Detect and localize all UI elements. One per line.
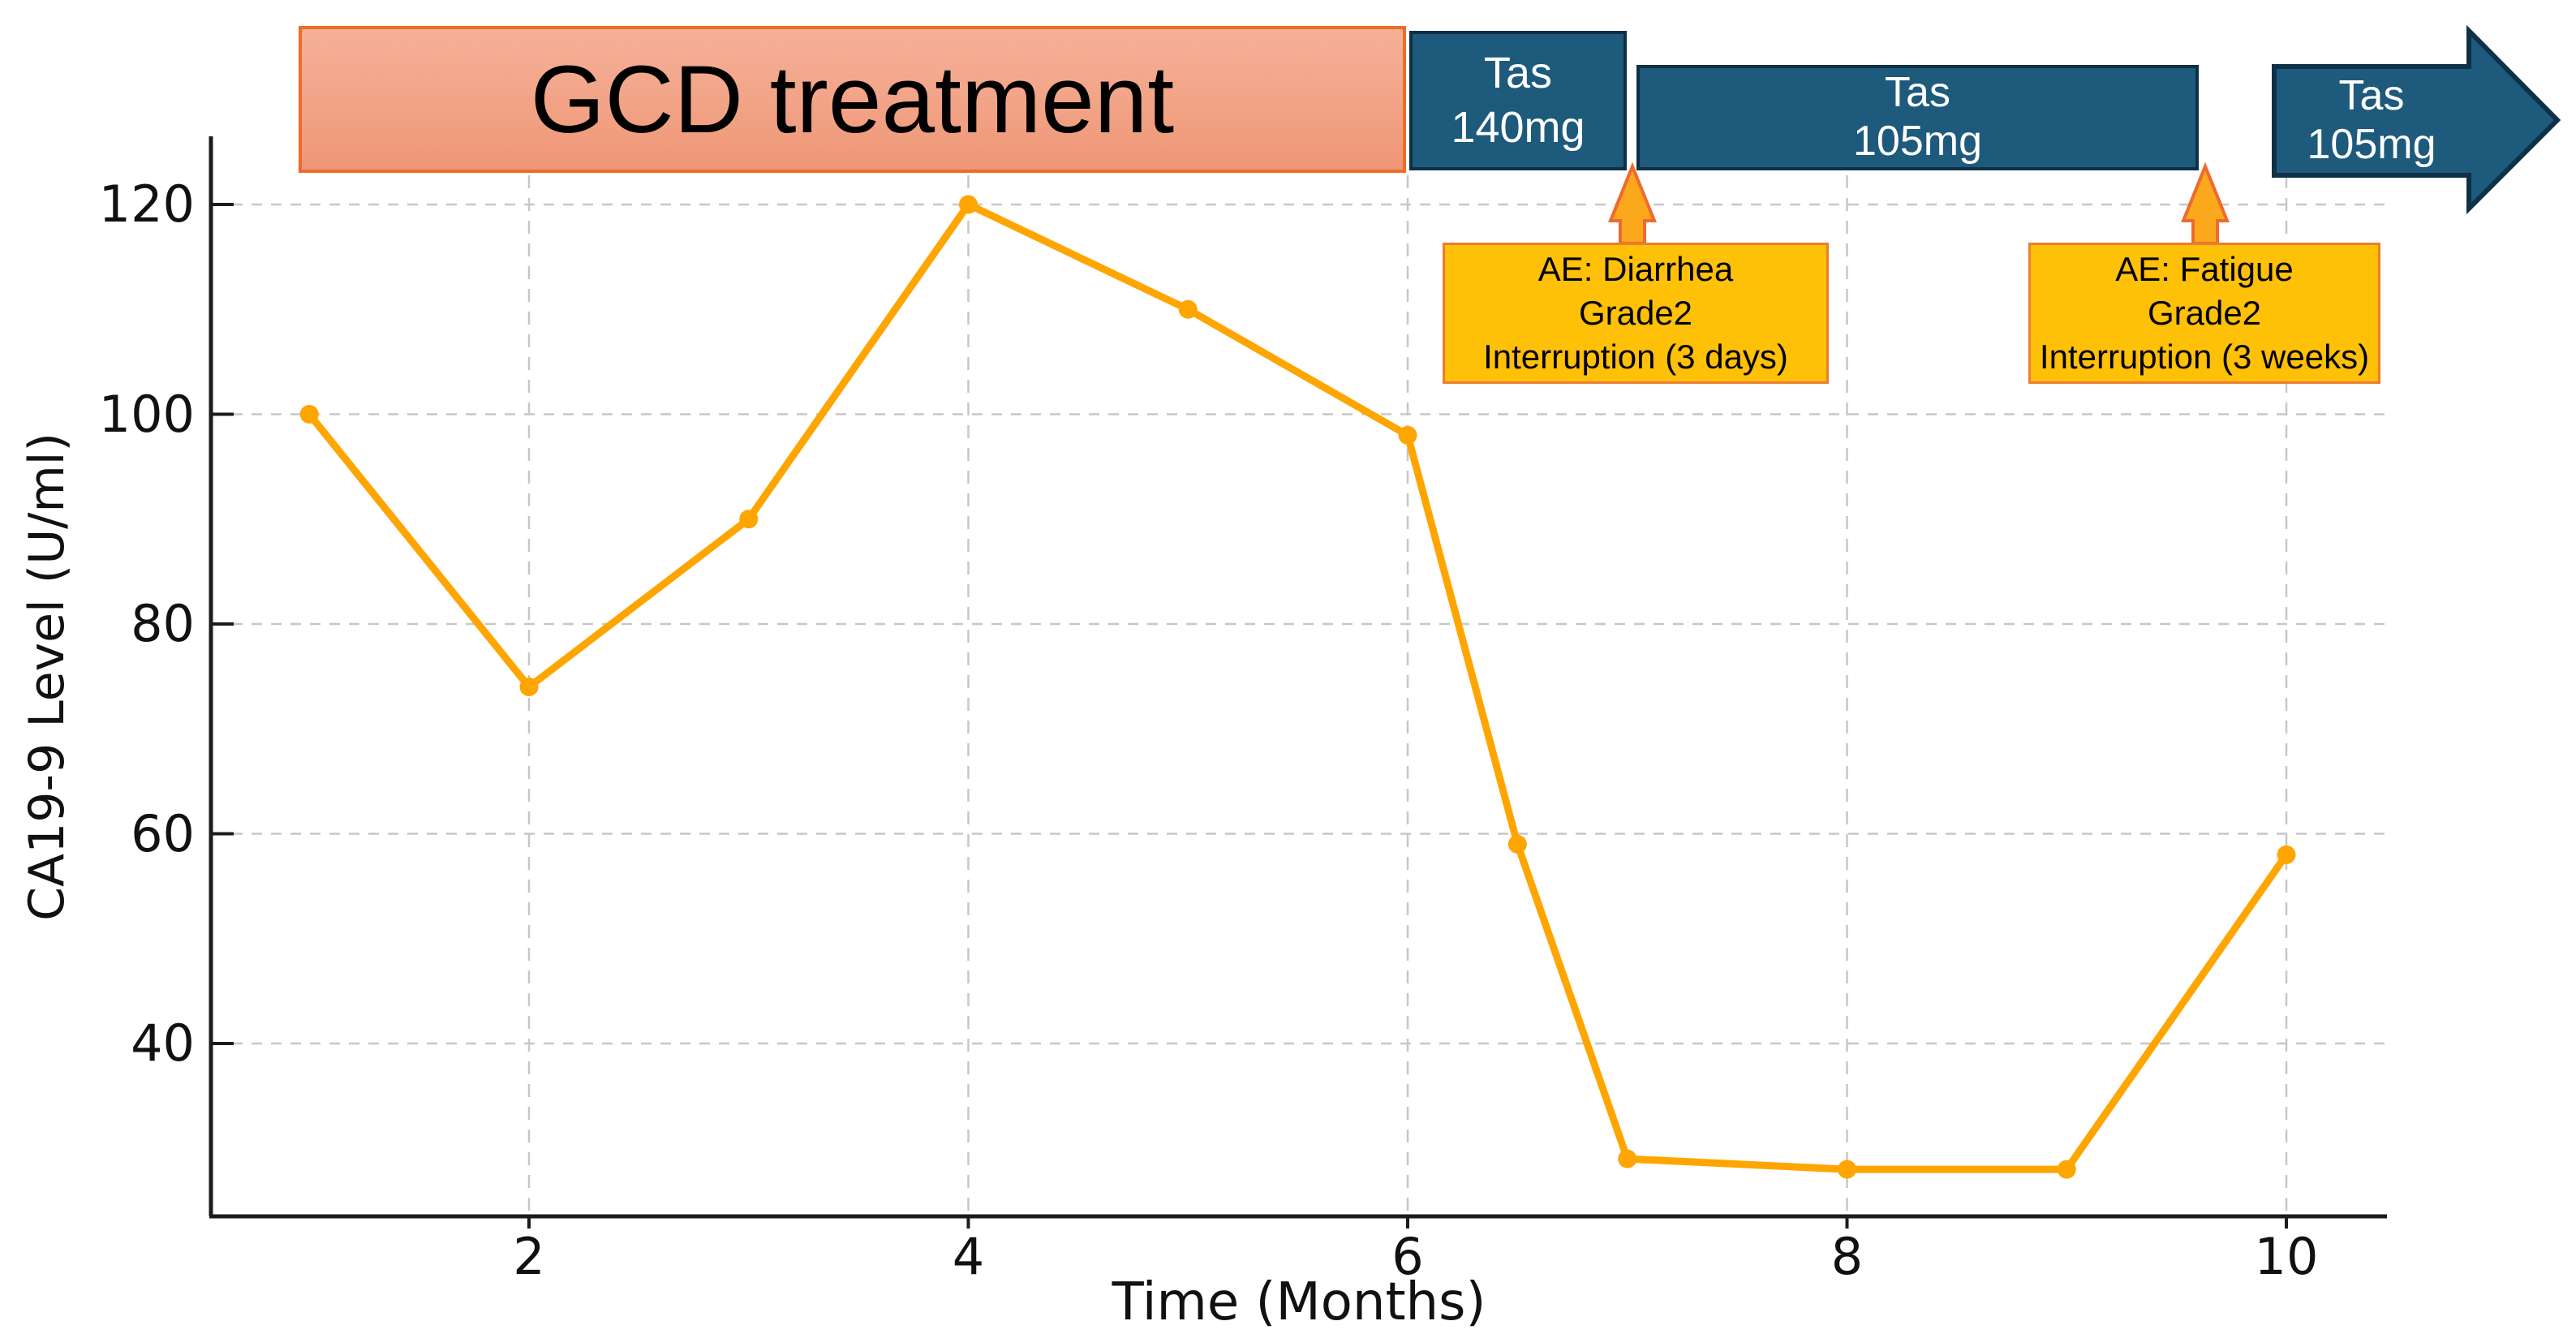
x-tick-label-6: 6 <box>1391 1227 1424 1286</box>
x-axis-label: Time (Months) <box>1112 1272 1486 1332</box>
ae1-line1: AE: Diarrhea <box>1537 250 1734 289</box>
data-point-marker <box>1507 834 1527 854</box>
tas-105mg-arrow-line1: Tas <box>2338 72 2405 120</box>
gcd-treatment-bar: GCD treatment <box>299 26 1406 173</box>
ae1-line3: Interruption (3 days) <box>1483 337 1788 376</box>
ae2-line3: Interruption (3 weeks) <box>2039 337 2370 376</box>
y-tick-label-100: 100 <box>98 384 195 444</box>
ae2-line1: AE: Fatigue <box>2115 250 2294 289</box>
tas-105mg-block-arrow <box>2272 24 2561 215</box>
ca19-9-line <box>305 200 2290 1173</box>
ae-callout-up-arrow <box>1608 161 1657 245</box>
x-tick-label-10: 10 <box>2254 1227 2319 1286</box>
x-tick-label-8: 8 <box>1830 1227 1864 1286</box>
tas-105mg-label-line1: Tas <box>1885 69 1950 117</box>
data-point-marker <box>299 405 319 424</box>
adverse-event-callout-fatigue: AE: Fatigue Grade2 Interruption (3 weeks… <box>2028 243 2380 384</box>
data-point-marker <box>519 678 539 697</box>
tas-105mg-arrow-label: Tas 105mg <box>2274 67 2469 175</box>
ae1-line2: Grade2 <box>1578 294 1693 333</box>
gcd-treatment-label: GCD treatment <box>530 45 1175 153</box>
tas-140mg-bar: Tas 140mg <box>1409 31 1627 170</box>
data-point-marker <box>1838 1160 1856 1179</box>
y-tick-label-80: 80 <box>131 594 195 653</box>
y-tick-label-60: 60 <box>131 803 195 863</box>
x-tick-label-2: 2 <box>513 1227 545 1286</box>
data-point-marker <box>1618 1149 1637 1168</box>
data-point-marker <box>1398 425 1417 445</box>
data-point-marker <box>2057 1160 2076 1179</box>
tas-140mg-label-line1: Tas <box>1483 48 1553 97</box>
adverse-event-callout-diarrhea: AE: Diarrhea Grade2 Interruption (3 days… <box>1443 243 1829 384</box>
y-tick-label-120: 120 <box>98 174 195 234</box>
y-tick-label-40: 40 <box>131 1013 195 1073</box>
tas-105mg-label-line2: 105mg <box>1853 118 1982 165</box>
data-point-marker <box>1178 299 1198 319</box>
x-tick-label-4: 4 <box>952 1227 985 1286</box>
data-point-marker <box>959 195 978 214</box>
tas-140mg-label-line2: 140mg <box>1451 103 1585 152</box>
ae2-line2: Grade2 <box>2147 294 2262 333</box>
data-point-marker <box>2277 845 2296 864</box>
tas-105mg-bar: Tas 105mg <box>1636 65 2199 170</box>
data-point-marker <box>739 510 759 529</box>
tas-105mg-arrow-line2: 105mg <box>2307 121 2436 168</box>
ae-callout-up-arrow <box>2181 161 2230 245</box>
